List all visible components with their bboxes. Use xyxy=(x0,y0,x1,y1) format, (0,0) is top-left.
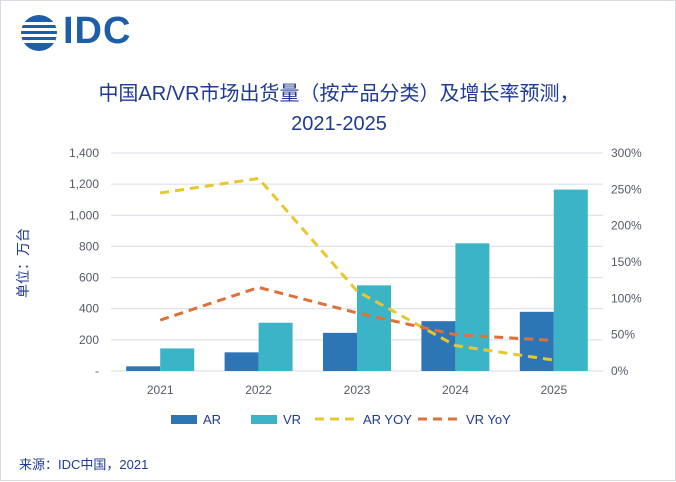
y-tick-label: 1,200 xyxy=(69,177,99,191)
bar-vr-2024 xyxy=(455,243,490,371)
y2-tick-label: 0% xyxy=(611,364,629,378)
y2-tick-label: 200% xyxy=(611,219,642,233)
legend-swatch-ar xyxy=(171,415,197,424)
bar-vr-2023 xyxy=(357,285,391,371)
bar-ar-2021 xyxy=(126,366,161,371)
y-tick-label: 600 xyxy=(79,271,99,285)
y-tick-label: 1,000 xyxy=(69,208,99,222)
y2-tick-label: 300% xyxy=(611,146,642,160)
bar-vr-2022 xyxy=(258,322,293,371)
x-tick-label: 2025 xyxy=(540,383,567,397)
y2-tick-label: 250% xyxy=(611,182,642,196)
line-vr-yoy xyxy=(159,285,554,342)
legend-label-ar-yoy: AR YOY xyxy=(363,412,412,427)
bar-ar-2022 xyxy=(224,352,259,371)
x-tick-label: 2021 xyxy=(147,383,174,397)
legend-label-vr: VR xyxy=(283,412,301,427)
idc-logo-text: IDC xyxy=(63,10,132,52)
line-ar-yoy xyxy=(159,176,555,362)
x-tick-label: 2024 xyxy=(442,383,469,397)
x-tick-label: 2023 xyxy=(344,383,371,397)
legend-label-vr-yoy: VR YoY xyxy=(466,412,511,427)
y2-tick-label: 50% xyxy=(611,328,635,342)
y-tick-label: 400 xyxy=(79,302,99,316)
x-tick-label: 2022 xyxy=(245,383,272,397)
idc-globe-icon xyxy=(21,15,57,51)
y-tick-label: - xyxy=(95,364,99,378)
y-tick-label: 1,400 xyxy=(69,146,99,160)
y-tick-label: 200 xyxy=(79,333,99,347)
legend-swatch-vr xyxy=(251,415,277,424)
bar-ar-2025 xyxy=(519,311,554,371)
chart-title: 中国AR/VR市场出货量（按产品分类）及增长率预测， xyxy=(98,83,580,105)
bar-vr-2021 xyxy=(160,348,195,371)
bar-vr-2025 xyxy=(553,189,588,371)
legend-label-ar: AR xyxy=(203,412,221,427)
chart-subtitle: 2021-2025 xyxy=(291,113,387,135)
y2-tick-label: 100% xyxy=(611,291,642,305)
bar-ar-2023 xyxy=(323,332,357,371)
source-note: 来源：IDC中国，2021 xyxy=(19,457,149,472)
y2-tick-label: 150% xyxy=(611,255,642,269)
y-tick-label: 800 xyxy=(79,239,99,253)
chart-title-block: 中国AR/VR市场出货量（按产品分类）及增长率预测， 2021-2025 xyxy=(1,79,676,139)
